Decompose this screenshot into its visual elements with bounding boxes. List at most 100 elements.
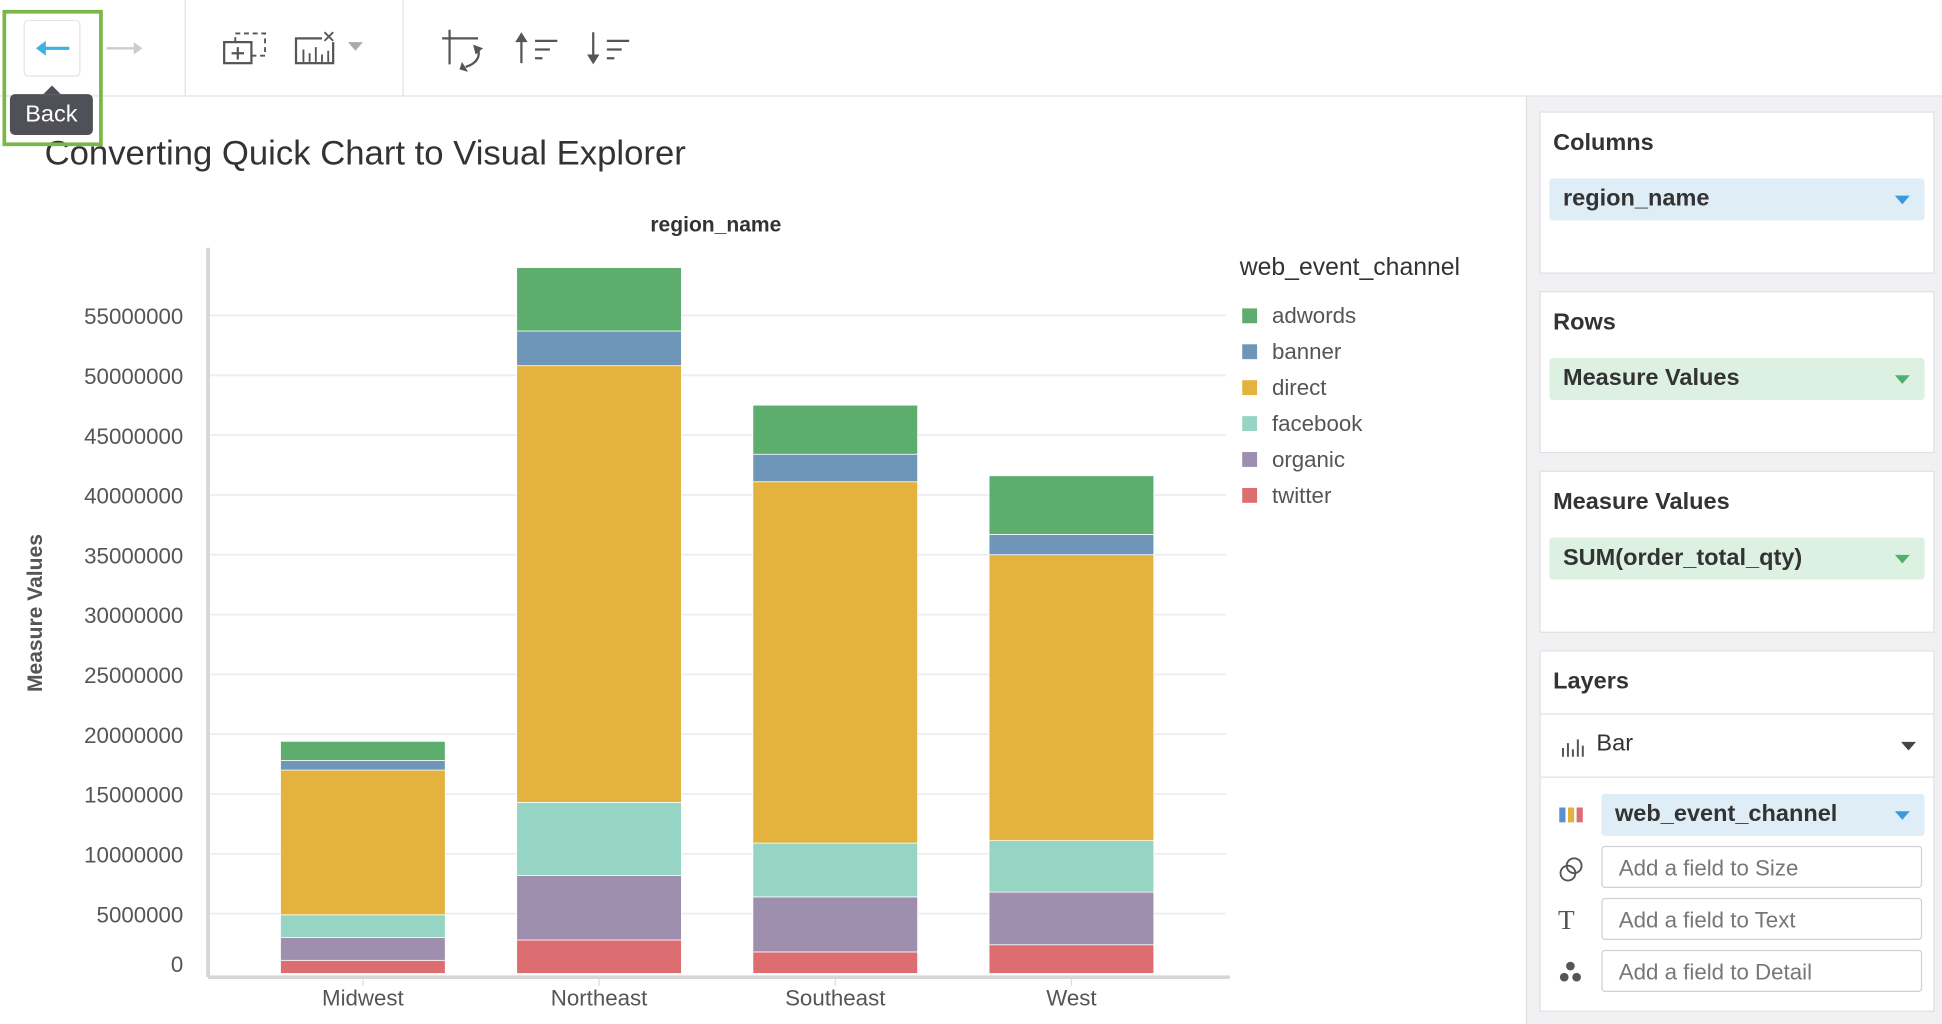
legend-label-organic: organic — [1272, 447, 1345, 472]
forward-arrow-icon[interactable] — [104, 35, 146, 62]
back-button[interactable] — [23, 19, 81, 77]
x-tick-label: Midwest — [322, 986, 405, 1011]
bar-segment-banner — [516, 330, 682, 367]
bar-segment-direct — [988, 554, 1155, 842]
chevron-down-icon[interactable] — [1894, 554, 1910, 564]
measure-values-title: Measure Values — [1553, 489, 1730, 516]
detail-field-input[interactable]: Add a field to Detail — [1601, 949, 1923, 993]
legend-label-facebook: facebook — [1272, 411, 1363, 436]
y-tick-label: 45000000 — [84, 424, 183, 449]
legend-title: web_event_channel — [1239, 254, 1460, 281]
chart-title: region_name — [650, 214, 781, 237]
sort-descending-icon[interactable] — [582, 30, 634, 67]
y-tick-label: 40000000 — [84, 484, 183, 509]
y-tick-label: 5000000 — [97, 902, 184, 927]
rows-field-pill[interactable]: Measure Values — [1549, 357, 1925, 401]
chevron-down-icon[interactable] — [1894, 375, 1910, 384]
color-field-pill[interactable]: web_event_channel — [1601, 793, 1925, 836]
back-arrow-icon — [35, 40, 70, 56]
columns-field-pill[interactable]: region_name — [1549, 178, 1925, 221]
bar-segment-organic — [752, 896, 918, 953]
legend-swatch-facebook — [1242, 416, 1258, 431]
y-tick-label: 30000000 — [84, 603, 183, 628]
color-field-label: web_event_channel — [1615, 801, 1838, 828]
bar-segment-adwords — [280, 740, 446, 761]
bar-segment-organic — [516, 874, 682, 941]
bar-segment-direct — [280, 769, 446, 916]
clear-chart-icon[interactable] — [292, 29, 342, 67]
legend-label-adwords: adwords — [1272, 303, 1356, 328]
x-tick-label: West — [1046, 986, 1097, 1011]
page-title: Converting Quick Chart to Visual Explore… — [44, 133, 686, 173]
bar-segment-twitter — [752, 951, 918, 974]
x-tick-label: Southeast — [785, 986, 886, 1011]
bar-segment-direct — [516, 365, 682, 803]
legend-swatch-organic — [1242, 452, 1258, 467]
y-tick-label: 15000000 — [84, 783, 183, 808]
legend-label-direct: direct — [1272, 375, 1327, 400]
columns-card: Columns region_name — [1539, 111, 1935, 274]
measure-field-pill[interactable]: SUM(order_total_qty) — [1549, 537, 1925, 580]
bar-segment-adwords — [516, 267, 682, 332]
bar-segment-organic — [280, 937, 446, 961]
sidebar: Columns region_name Rows Measure Values … — [1525, 96, 1942, 1024]
bar-segment-banner — [280, 760, 446, 771]
swap-axes-icon[interactable] — [441, 27, 488, 72]
y-tick-label: 50000000 — [84, 364, 183, 389]
rows-title: Rows — [1553, 309, 1616, 336]
y-tick-label: 55000000 — [84, 304, 183, 329]
rows-field-label: Measure Values — [1562, 365, 1740, 392]
bar-segment-twitter — [280, 959, 446, 974]
bar-segment-banner — [752, 453, 918, 483]
y-tick-label: 20000000 — [84, 723, 183, 748]
y-tick-label: 10000000 — [84, 842, 183, 867]
x-tick-label: Northeast — [551, 986, 648, 1011]
rows-card: Rows Measure Values — [1539, 291, 1935, 454]
toolbar — [0, 0, 1942, 97]
bar-segment-adwords — [752, 404, 918, 455]
toolbar-divider — [184, 0, 186, 96]
color-icon — [1559, 807, 1583, 823]
bar-segment-facebook — [280, 914, 446, 938]
y-tick-label: 35000000 — [84, 543, 183, 568]
bar-segment-twitter — [516, 939, 682, 974]
legend-swatch-adwords — [1242, 308, 1258, 324]
legend-label-banner: banner — [1272, 339, 1342, 364]
detail-icon — [1559, 961, 1581, 982]
bar-segment-banner — [988, 534, 1155, 556]
chevron-down-icon[interactable] — [1900, 741, 1917, 753]
layers-title: Layers — [1553, 668, 1629, 695]
bar-segment-twitter — [988, 944, 1155, 974]
bar-segment-facebook — [752, 842, 918, 898]
toolbar-divider — [402, 0, 404, 96]
legend-label-twitter: twitter — [1272, 483, 1332, 508]
bar-segment-facebook — [988, 840, 1155, 893]
legend-swatch-twitter — [1242, 487, 1258, 503]
columns-field-label: region_name — [1562, 185, 1710, 212]
layers-card: Layers Bar web_event_channel Add a field… — [1539, 650, 1935, 1012]
y-tick-label: 0 — [171, 952, 183, 977]
size-field-input[interactable]: Add a field to Size — [1601, 845, 1923, 889]
bar-segment-facebook — [516, 802, 682, 876]
mark-type-select[interactable]: Bar — [1540, 713, 1934, 778]
sort-ascending-icon[interactable] — [510, 30, 562, 67]
text-field-input[interactable]: Add a field to Text — [1601, 897, 1923, 941]
measure-values-card: Measure Values SUM(order_total_qty) — [1539, 470, 1935, 633]
text-icon: T — [1558, 904, 1575, 936]
chevron-down-icon[interactable] — [1894, 811, 1910, 820]
highlight-box — [2, 9, 103, 147]
chevron-down-icon[interactable] — [1894, 195, 1910, 205]
bar-segment-organic — [988, 891, 1155, 946]
legend-swatch-banner — [1242, 344, 1258, 360]
bar-segment-direct — [752, 481, 918, 844]
stacked-bar-chart: region_name Measure Values 0 5000000 10000… — [24, 214, 1460, 1011]
bar-chart-icon — [1561, 739, 1584, 757]
bar-segment-adwords — [988, 475, 1155, 535]
y-axis-label: Measure Values — [24, 534, 47, 692]
add-chart-icon[interactable] — [220, 30, 270, 67]
y-tick-label: 25000000 — [84, 663, 183, 688]
size-icon — [1559, 857, 1583, 882]
back-tooltip: Back — [9, 85, 93, 135]
legend-swatch-direct — [1242, 380, 1258, 396]
dropdown-caret-icon[interactable] — [347, 41, 364, 53]
